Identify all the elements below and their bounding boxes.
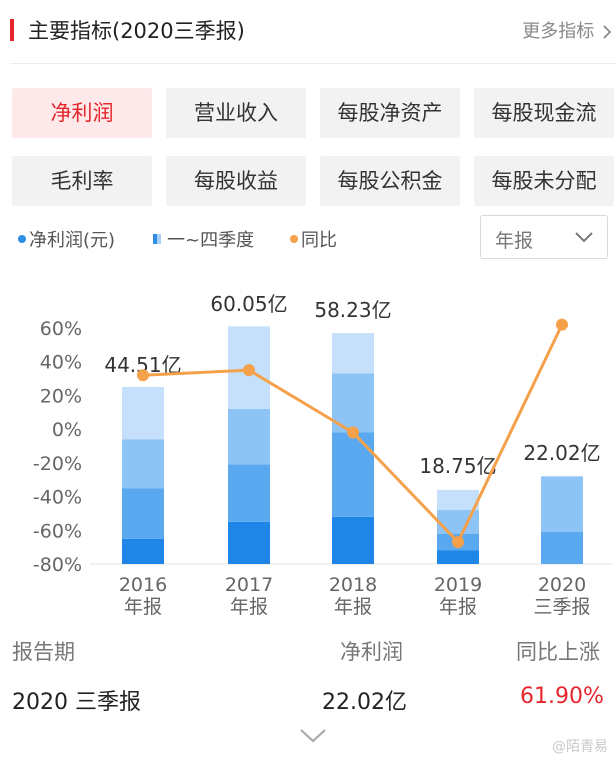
x-tick-label: 年报 (439, 596, 477, 618)
y-tick-label: 60% (40, 318, 82, 340)
more-indicators-link[interactable]: 更多指标 (522, 17, 612, 43)
section-header: 主要指标(2020三季报) 更多指标 (0, 0, 616, 62)
summary-net-profit: 22.02亿 (322, 690, 407, 715)
period-select[interactable]: 年报 (480, 215, 608, 259)
legend-yoy: 同比 (290, 226, 337, 252)
summary-period: 2020 三季报 (12, 690, 141, 715)
summary-header-period: 报告期 (12, 640, 75, 664)
legend-dot-icon (290, 235, 298, 243)
period-select-value: 年报 (495, 230, 534, 252)
summary-header-net-profit: 净利润 (340, 640, 403, 664)
y-tick-label: 20% (40, 385, 82, 407)
bar-segment (122, 488, 164, 539)
bar-segment (541, 531, 583, 564)
bar-value-label: 58.23亿 (314, 298, 391, 322)
tab-cashflow-per-share[interactable]: 每股现金流 (474, 88, 614, 138)
x-tick-label: 2016 (119, 574, 167, 596)
yoy-point (137, 369, 149, 382)
tab-undistributed-per-share[interactable]: 每股未分配 (474, 156, 614, 206)
x-tick-label: 年报 (334, 596, 372, 618)
legend-dot-icon (18, 235, 26, 243)
summary-yoy: 61.90% (520, 684, 604, 709)
chevron-down-icon (575, 232, 593, 243)
bar-segment (332, 432, 374, 517)
bar-segment (122, 439, 164, 489)
bar-segment (332, 516, 374, 564)
tab-gross-margin[interactable]: 毛利率 (12, 156, 152, 206)
tab-eps[interactable]: 每股收益 (166, 156, 306, 206)
y-tick-label: -80% (33, 554, 82, 576)
header-divider (10, 63, 616, 64)
legend-quarters: 一~四季度 (153, 226, 254, 252)
bar-segment (228, 521, 270, 564)
bar-segment (437, 489, 479, 511)
tab-reserve-per-share[interactable]: 每股公积金 (320, 156, 460, 206)
bar-segment (437, 550, 479, 564)
yoy-point (347, 426, 359, 439)
legend-net-profit: 净利润(元) (18, 226, 115, 252)
header-accent-bar (10, 19, 14, 41)
y-tick-label: -40% (33, 487, 82, 509)
x-tick-label: 2019 (434, 574, 482, 596)
tab-net-assets-per-share[interactable]: 每股净资产 (320, 88, 460, 138)
y-tick-label: 40% (40, 352, 82, 374)
bar-segment (228, 408, 270, 465)
yoy-point (556, 318, 568, 331)
y-tick-label: 0% (52, 419, 82, 441)
expand-chevron-icon[interactable] (298, 727, 328, 745)
bar-segment (332, 333, 374, 374)
bar-value-label: 18.75亿 (419, 454, 496, 478)
bar-segment (122, 538, 164, 564)
x-tick-label: 年报 (230, 596, 268, 618)
yoy-point (452, 536, 464, 549)
section-title: 主要指标(2020三季报) (28, 19, 245, 43)
bar-value-label: 22.02亿 (523, 441, 600, 465)
bar-segment (228, 464, 270, 522)
yoy-point (243, 364, 255, 377)
bar-segment (541, 476, 583, 532)
x-tick-label: 2020 (538, 574, 586, 596)
summary-header-yoy: 同比上涨 (516, 640, 600, 664)
x-tick-label: 2018 (329, 574, 377, 596)
legend-square-icon (153, 234, 161, 244)
x-tick-label: 年报 (124, 596, 162, 618)
chevron-right-icon (603, 25, 612, 39)
tab-net-profit[interactable]: 净利润 (12, 88, 152, 138)
bar-segment (437, 510, 479, 534)
tab-revenue[interactable]: 营业收入 (166, 88, 306, 138)
x-tick-label: 三季报 (533, 596, 590, 618)
watermark: @陌青易 (552, 739, 608, 755)
net-profit-chart: 60%40%20%0%-20%-40%-60%-80%2016年报2017年报2… (33, 292, 612, 618)
bar-value-label: 60.05亿 (210, 292, 287, 316)
y-tick-label: -20% (33, 453, 82, 475)
bar-segment (122, 387, 164, 440)
y-tick-label: -60% (33, 520, 82, 542)
more-indicators-label: 更多指标 (522, 21, 595, 42)
x-tick-label: 2017 (225, 574, 273, 596)
